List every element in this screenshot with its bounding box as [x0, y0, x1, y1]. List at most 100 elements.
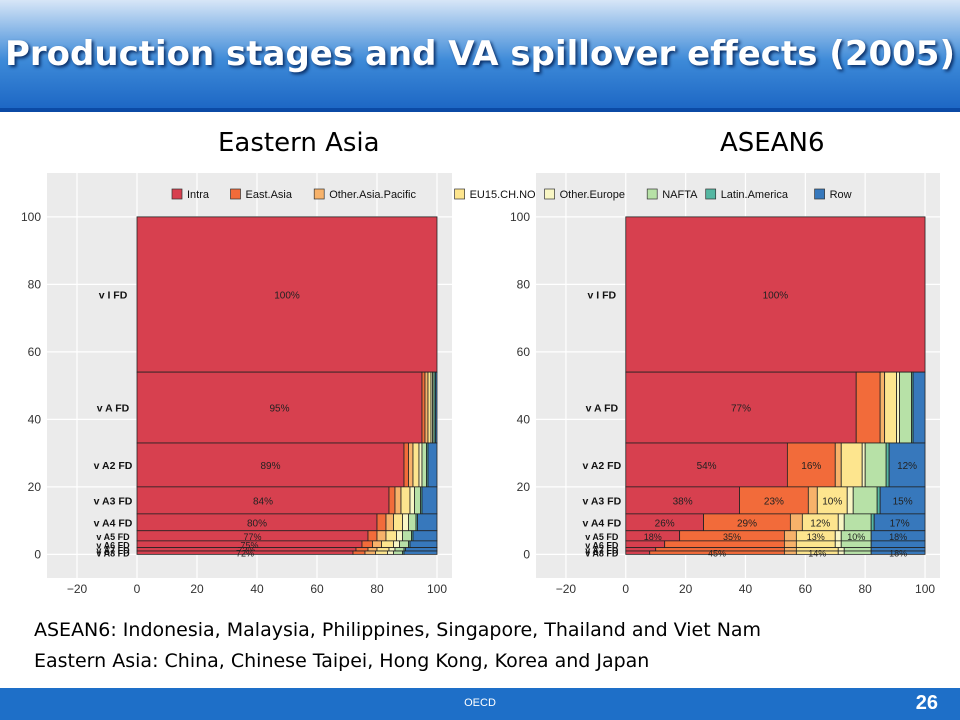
bar-segment: [402, 513, 409, 532]
bar-value-label: 12%: [810, 518, 830, 529]
bar-segment: [355, 547, 369, 552]
bar-value-label: 14%: [808, 549, 826, 559]
x-tick-label: 40: [250, 582, 264, 596]
footer-bar: [0, 688, 960, 720]
legend-swatch: [705, 188, 717, 200]
legend-swatch: [313, 188, 325, 200]
bar-segment: [861, 442, 866, 488]
x-tick-label: 60: [310, 582, 324, 596]
bar-value-label: 54%: [697, 461, 717, 472]
bar-value-label: 100%: [763, 291, 789, 302]
slide-title: Production stages and VA spillover effec…: [4, 34, 955, 74]
bar-segment: [435, 371, 438, 444]
bar-value-label: 73%: [237, 545, 255, 555]
legend-label: Intra: [187, 189, 210, 201]
y-tick-label: 40: [517, 412, 531, 426]
bar-segment: [783, 530, 797, 542]
bar-segment: [403, 442, 409, 488]
bar-segment: [375, 550, 388, 555]
bar-segment: [834, 540, 842, 549]
title-banner-rule: [0, 108, 960, 112]
bar-segment: [136, 216, 438, 373]
legend-label: Other.Europe: [560, 189, 625, 201]
bar-stage-label: v A FD: [586, 403, 619, 415]
bar-segment: [376, 530, 387, 542]
bar-segment: [870, 513, 875, 532]
legend-label: EU15.CH.NO: [470, 189, 536, 201]
bar-segment: [625, 216, 926, 373]
bar-stage-label: v A4 FD: [94, 517, 133, 529]
bar-value-label: 23%: [764, 496, 784, 507]
bar-stage-label: v A4 FD: [582, 517, 621, 529]
bar-segment: [840, 540, 872, 549]
legend-swatch: [454, 188, 465, 200]
bar-segment: [418, 442, 423, 488]
y-tick-label: 0: [34, 547, 41, 561]
bar-segment: [136, 371, 423, 444]
bar-segment: [136, 486, 390, 515]
bar-value-label: 17%: [890, 518, 910, 529]
bar-segment: [816, 486, 848, 515]
bar-segment: [376, 513, 387, 532]
title-banner: [0, 0, 960, 110]
bar-stage-label: v A7 FD: [96, 545, 130, 555]
bar-segment: [388, 547, 396, 552]
bar-segment: [427, 442, 438, 488]
y-tick-label: 80: [517, 277, 531, 291]
bar-segment: [372, 540, 382, 549]
y-tick-label: 100: [510, 210, 530, 224]
legend-label: Latin.America: [721, 189, 789, 201]
bar-segment: [855, 371, 881, 444]
bar-segment: [625, 547, 657, 552]
bar-stage-label: v A3 FD: [94, 495, 133, 507]
bar-value-label: 10%: [847, 532, 865, 542]
bar-segment: [136, 442, 405, 488]
bar-segment: [409, 540, 438, 549]
bar-value-label: 13%: [807, 532, 825, 542]
bar-segment: [783, 540, 797, 549]
x-tick-label: 40: [739, 582, 753, 596]
bar-value-label: 72%: [236, 549, 254, 559]
bar-stage-label: v I FD: [99, 290, 128, 302]
bar-segment: [424, 371, 429, 444]
bar-stage-label: v A3 FD: [582, 495, 621, 507]
y-tick-label: 20: [517, 480, 531, 494]
bar-stage-label: v A7 FD: [585, 545, 619, 555]
x-tick-label: 0: [134, 582, 141, 596]
bar-stage-label: v A2 FD: [94, 460, 133, 472]
y-tick-label: 60: [517, 345, 531, 359]
bar-segment: [843, 547, 872, 552]
bar-segment: [846, 486, 854, 515]
bar-segment: [402, 530, 412, 542]
bar-segment: [852, 486, 878, 515]
x-tick-label: −20: [556, 582, 577, 596]
bar-segment: [352, 550, 366, 555]
bar-segment: [394, 547, 405, 552]
bar-segment: [403, 550, 438, 555]
bar-value-label: 15%: [893, 496, 913, 507]
bar-segment: [870, 540, 926, 549]
bar-segment: [381, 540, 394, 549]
bar-value-label: 45%: [708, 549, 726, 559]
chart-subtitle-eastern-asia: Eastern Asia: [218, 128, 380, 158]
bar-segment: [840, 442, 863, 488]
note-eastern-asia: Eastern Asia: China, Chinese Taipei, Hon…: [34, 650, 650, 672]
bar-segment: [625, 371, 857, 444]
bar-segment: [884, 371, 898, 444]
chart-panel-0: −20 0 20 40 60 80 100 0 20 40 60 80 100 v I FD 100% v A…: [21, 173, 452, 596]
bar-segment: [412, 530, 438, 542]
bar-segment: [367, 530, 378, 542]
bar-segment: [427, 371, 432, 444]
bar-segment: [393, 513, 403, 532]
bar-value-label: 38%: [673, 496, 693, 507]
bar-value-label: 89%: [260, 461, 280, 472]
x-tick-label: −20: [67, 582, 88, 596]
y-tick-label: 60: [28, 345, 42, 359]
bar-value-label: 16%: [801, 461, 821, 472]
bar-value-label: 100%: [274, 291, 300, 302]
y-tick-label: 20: [28, 480, 42, 494]
legend-label: NAFTA: [662, 189, 698, 201]
bar-segment: [396, 530, 403, 542]
bar-segment: [394, 486, 402, 515]
bar-segment: [876, 486, 881, 515]
